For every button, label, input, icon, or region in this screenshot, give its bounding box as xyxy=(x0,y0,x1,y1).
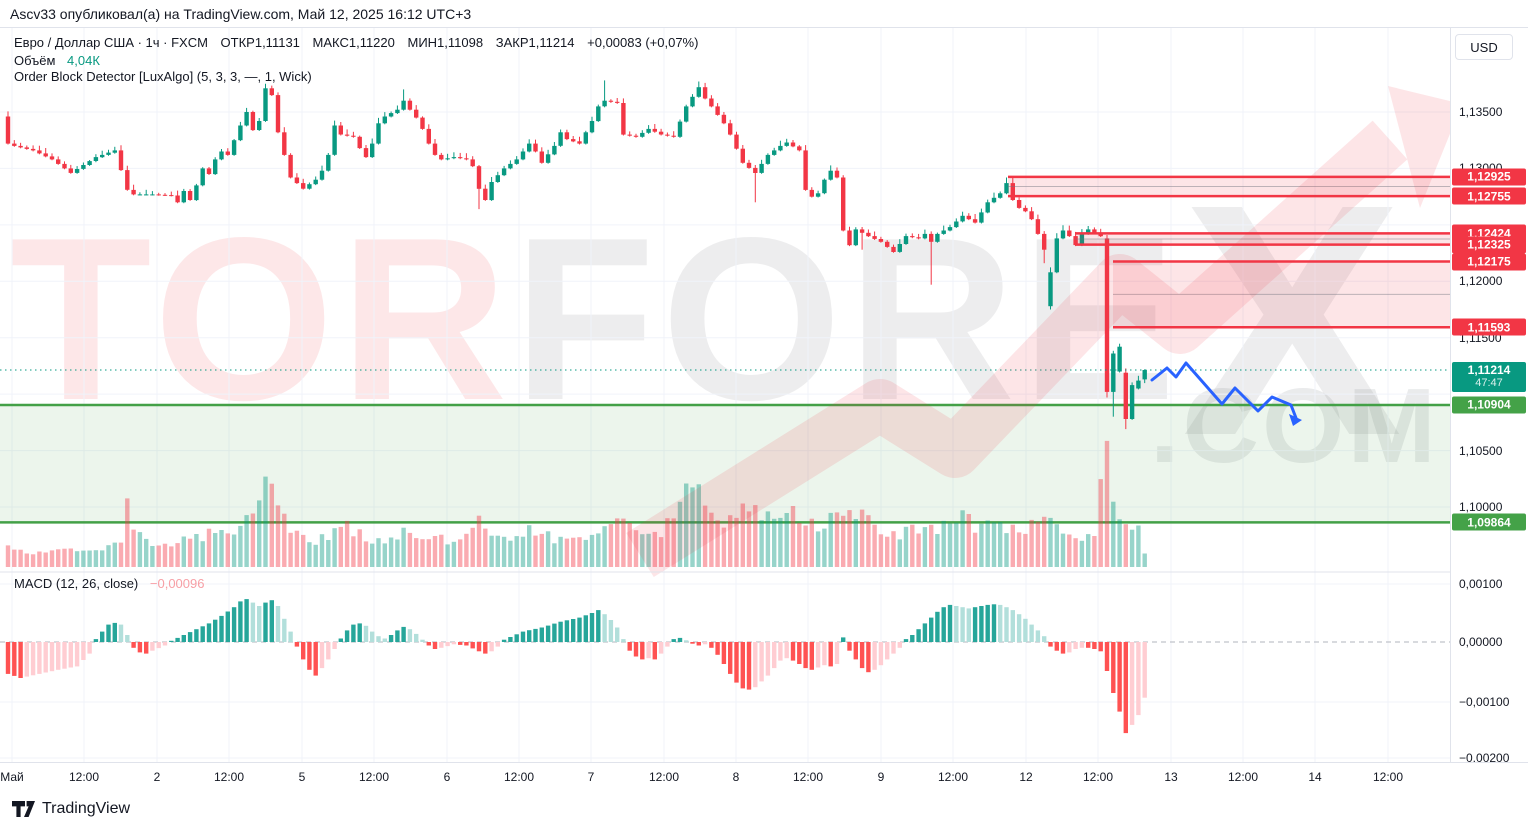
order-block-price-tag: 1,12755 xyxy=(1452,187,1526,205)
symbol-title[interactable]: Евро / Доллар США · 1ч · FXCM xyxy=(14,35,208,50)
watermark-arrow-icon xyxy=(626,86,1462,578)
volume-legend[interactable]: Объём 4,04К xyxy=(14,53,100,68)
time-tick[interactable]: Май xyxy=(0,770,24,784)
current-price-tag: 1,11214 47:47 xyxy=(1452,361,1526,392)
support-price-tag: 1,09864 xyxy=(1452,513,1526,531)
grid-layer xyxy=(0,28,1450,762)
projection-arrow[interactable] xyxy=(1150,361,1302,426)
watermark-text: TORFOREX xyxy=(10,150,1450,490)
tradingview-branding[interactable]: TradingView xyxy=(12,797,130,821)
time-tick[interactable]: 9 xyxy=(877,770,885,784)
time-tick[interactable]: 12:00 xyxy=(503,770,535,784)
time-tick[interactable]: 2 xyxy=(153,770,161,784)
support-price-tag: 1,10904 xyxy=(1452,396,1526,414)
order-block-price-tag: 1,11593 xyxy=(1452,318,1526,336)
macd-label: MACD (12, 26, close) xyxy=(14,576,139,591)
time-tick[interactable]: 12:00 xyxy=(1372,770,1404,784)
macd-value: −0,00096 xyxy=(149,576,205,591)
time-tick[interactable]: 12:00 xyxy=(937,770,969,784)
watermark-part-grey: FORE xyxy=(513,190,1182,449)
macd-layer xyxy=(5,599,1147,734)
time-axis[interactable]: Май 12:00 2 12:00 5 12:00 6 12:00 7 12:00 8 12:00 9 1… xyxy=(0,762,1528,791)
support-zone xyxy=(0,403,1450,524)
macd-tick: 0,00100 xyxy=(1459,577,1503,591)
time-tick[interactable]: 12:00 xyxy=(648,770,680,784)
tradingview-brand-text: TradingView xyxy=(42,800,131,817)
tradingview-logo-icon xyxy=(12,801,35,817)
bar-countdown: 47:47 xyxy=(1475,376,1503,389)
time-tick[interactable]: 12:00 xyxy=(68,770,100,784)
volume-value: 4,04К xyxy=(67,53,100,68)
macd-tick: 0,00000 xyxy=(1459,635,1503,649)
time-tick[interactable]: 7 xyxy=(587,770,595,784)
time-tick[interactable]: 8 xyxy=(732,770,740,784)
volume-label: Объём xyxy=(14,53,56,68)
volume-layer xyxy=(5,440,1147,567)
time-tick[interactable]: 12:00 xyxy=(213,770,245,784)
ohlc-high: МАКС1,11220 xyxy=(312,35,395,50)
order-block-zone xyxy=(1113,260,1450,329)
ohlc-low: МИН1,11098 xyxy=(407,35,484,50)
time-tick[interactable]: 13 xyxy=(1164,770,1178,784)
time-tick[interactable]: 12:00 xyxy=(358,770,390,784)
ohlc-change: +0,00083 (+0,07%) xyxy=(587,35,699,50)
watermark-part-red: TOR xyxy=(10,190,514,449)
time-tick[interactable]: 5 xyxy=(298,770,306,784)
time-tick[interactable]: 12:00 xyxy=(792,770,824,784)
order-block-price-tag: 1,12175 xyxy=(1452,253,1526,271)
macd-legend[interactable]: MACD (12, 26, close) −0,00096 xyxy=(14,576,204,591)
time-tick[interactable]: 12:00 xyxy=(1227,770,1259,784)
order-block-price-tag: 1,12325 xyxy=(1452,236,1526,254)
watermark-part-x: X xyxy=(1182,155,1408,485)
price-tick: 1,12000 xyxy=(1459,274,1503,289)
price-tick: 1,13500 xyxy=(1459,105,1503,119)
time-tick[interactable]: 12:00 xyxy=(1082,770,1114,784)
time-tick[interactable]: 6 xyxy=(443,770,451,784)
time-tick[interactable]: 12 xyxy=(1019,770,1033,784)
indicator-legend[interactable]: Order Block Detector [LuxAlgo] (5, 3, 3,… xyxy=(14,69,312,84)
publish-line: Ascv33 опубликовал(а) на TradingView.com… xyxy=(10,6,472,22)
price-tick: 1,10000 xyxy=(1459,499,1503,514)
ohlc-close: ЗАКР1,11214 xyxy=(495,35,575,50)
candles-layer xyxy=(5,80,1147,430)
macd-tick: −0.00200 xyxy=(1459,751,1510,765)
price-tick: 1,10500 xyxy=(1459,443,1503,458)
time-tick[interactable]: 14 xyxy=(1308,770,1322,784)
publish-header: Ascv33 опубликовал(а) на TradingView.com… xyxy=(0,0,1528,28)
symbol-legend[interactable]: Евро / Доллар США · 1ч · FXCM ОТКР1,1113… xyxy=(14,35,707,50)
price-axis[interactable]: USD 1,135001,130001,120001,115001,105001… xyxy=(1450,28,1528,765)
order-block-zone xyxy=(1008,175,1450,198)
ohlc-open: ОТКР1,11131 xyxy=(220,35,300,50)
current-price-value: 1,11214 xyxy=(1467,362,1511,377)
macd-tick: −0,00100 xyxy=(1459,695,1510,709)
order-block-zone xyxy=(1075,232,1450,246)
order-block-price-tag: 1,12925 xyxy=(1452,168,1526,186)
currency-button[interactable]: USD xyxy=(1455,34,1513,60)
